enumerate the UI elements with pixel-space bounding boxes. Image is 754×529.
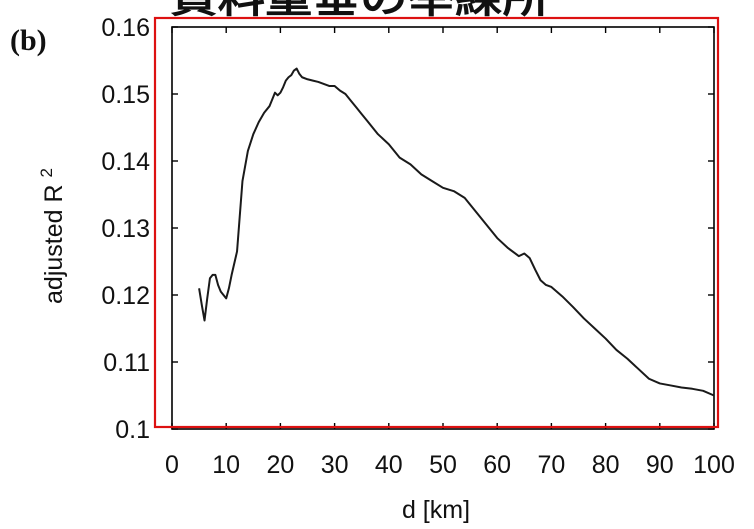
x-tick-label: 50 (429, 451, 457, 479)
x-axis-ticks: 0 10 20 30 40 50 60 70 80 90 100 (165, 27, 735, 479)
y-axis-label-superscript: 2 (37, 168, 56, 177)
x-tick-label: 30 (321, 451, 349, 479)
banner-text: 資料重垂の举練所 (170, 0, 550, 22)
y-tick-label: 0.14 (101, 148, 150, 176)
x-tick-label: 100 (693, 451, 735, 479)
y-axis-label-main: adjusted R (40, 184, 68, 304)
y-axis-label: adjusted R 2 (37, 168, 68, 304)
x-tick-label: 0 (165, 451, 179, 479)
x-tick-label: 60 (483, 451, 511, 479)
highlight-frame (153, 16, 720, 429)
x-tick-label: 20 (266, 451, 294, 479)
y-tick-label: 0.11 (103, 349, 150, 377)
y-tick-label: 0.13 (101, 215, 150, 243)
y-tick-label: 0.12 (101, 282, 150, 310)
plot-frame (171, 26, 715, 430)
x-axis-label: d [km] (402, 496, 470, 524)
x-tick-label: 40 (375, 451, 403, 479)
x-tick-label: 70 (537, 451, 565, 479)
y-axis-ticks: 0.1 0.11 0.12 0.13 0.14 0.15 0.16 (101, 14, 714, 444)
y-tick-label: 0.1 (115, 416, 150, 444)
series-line (198, 67, 715, 397)
x-tick-label: 10 (212, 451, 240, 479)
x-tick-label: 80 (592, 451, 620, 479)
y-tick-label: 0.16 (101, 14, 150, 42)
x-tick-label: 90 (646, 451, 674, 479)
panel-label: (b) (10, 24, 47, 57)
y-tick-label: 0.15 (101, 81, 150, 109)
